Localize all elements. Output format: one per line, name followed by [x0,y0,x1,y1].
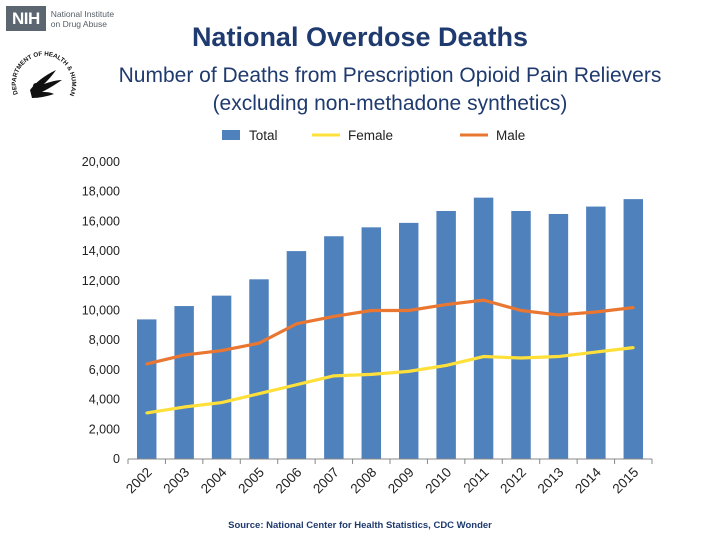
y-tick-label: 10,000 [82,304,120,318]
chart-subtitle-line1: Number of Deaths from Prescription Opioi… [118,64,662,87]
point-male-2006 [295,322,298,326]
point-male-2014 [594,310,598,314]
nih-logo-line2: on Drug Abuse [50,18,108,29]
x-tick-label: 2005 [235,465,267,497]
y-tick-label: 6,000 [89,363,120,377]
legend-label-female: Female [348,128,393,143]
point-female-2006 [295,383,298,387]
bar-total-2008 [361,227,382,459]
chart-title: National Overdose Deaths [191,22,529,52]
bar-total-2010 [436,211,456,459]
point-male-2008 [369,309,373,312]
y-tick-label: 14,000 [82,244,120,258]
x-tick-label: 2015 [610,465,642,497]
point-male-2002 [145,362,149,366]
hhs-seal-icon: DEPARTMENT OF HEALTH & HUMAN SERVICES US… [10,46,77,99]
y-tick-label: 0 [113,452,120,466]
x-tick-label: 2010 [422,465,454,497]
point-female-2007 [332,374,336,378]
chart-subtitle: Number of Deaths from Prescription Opioi… [80,62,700,118]
x-tick-label: 2007 [310,465,342,497]
chart-subtitle-line2: (excluding non-methadone synthetics) [212,92,568,115]
point-female-2002 [145,411,149,415]
bar-total-2007 [324,236,344,459]
bar-total-2009 [398,222,419,459]
x-tick-label: 2004 [198,464,230,496]
x-tick-label: 2002 [123,465,155,497]
x-tick-label: 2003 [160,465,192,497]
nih-logo-badge: NIH [6,6,46,31]
point-female-2015 [631,346,635,350]
y-tick-label: 4,000 [89,393,120,407]
point-female-2012 [519,356,523,360]
x-tick-label: 2014 [572,464,604,496]
bar-total-2005 [249,279,269,459]
bar-total-2015 [623,199,644,459]
point-female-2004 [220,401,223,404]
y-tick-label: 8,000 [89,333,120,347]
point-female-2010 [444,364,448,367]
bar-total-2003 [174,306,194,459]
x-tick-label: 2006 [273,465,305,497]
point-male-2005 [257,341,261,345]
point-male-2010 [444,303,448,306]
bar-total-2002 [136,319,157,459]
bar-total-2012 [511,211,531,459]
legend-label-male: Male [496,128,525,143]
point-female-2014 [594,350,598,354]
y-tick-label: 18,000 [82,185,120,199]
point-male-2013 [557,313,560,317]
point-male-2011 [482,298,485,302]
point-male-2003 [182,353,186,357]
point-female-2005 [257,392,261,396]
y-tick-label: 16,000 [82,214,120,228]
x-tick-label: 2012 [497,465,529,497]
point-male-2007 [332,315,336,318]
point-male-2012 [519,309,523,312]
x-tick-label: 2009 [385,465,417,497]
x-tick-label: 2008 [348,465,380,497]
nih-logo-text: National Institute on Drug Abuse [51,9,114,29]
point-female-2003 [182,405,186,409]
point-female-2011 [482,355,485,358]
x-tick-label: 2011 [461,465,492,496]
bar-total-2006 [286,251,307,459]
bar-total-2004 [211,295,232,459]
legend-swatch-total [222,130,240,140]
point-male-2015 [631,306,635,309]
bar-total-2014 [586,206,606,459]
chart-source-note: Source: National Center for Health Stati… [228,520,492,531]
nih-logo-line1: National Institute [50,8,115,19]
y-tick-label: 20,000 [82,155,120,169]
line-male [146,298,634,366]
point-male-2009 [407,309,411,312]
nih-nida-logo: NIH National Institute on Drug Abuse DEP… [6,6,114,116]
line-female [146,346,634,415]
y-tick-label: 2,000 [89,422,120,436]
legend-label-total: Total [249,128,278,143]
y-tick-label: 12,000 [82,274,120,288]
x-tick-label: 2013 [535,465,567,497]
point-female-2013 [557,355,560,358]
point-male-2004 [220,349,223,352]
bar-total-2013 [548,213,569,459]
point-female-2008 [369,372,373,376]
bar-total-2011 [473,197,494,459]
point-female-2009 [407,369,411,373]
